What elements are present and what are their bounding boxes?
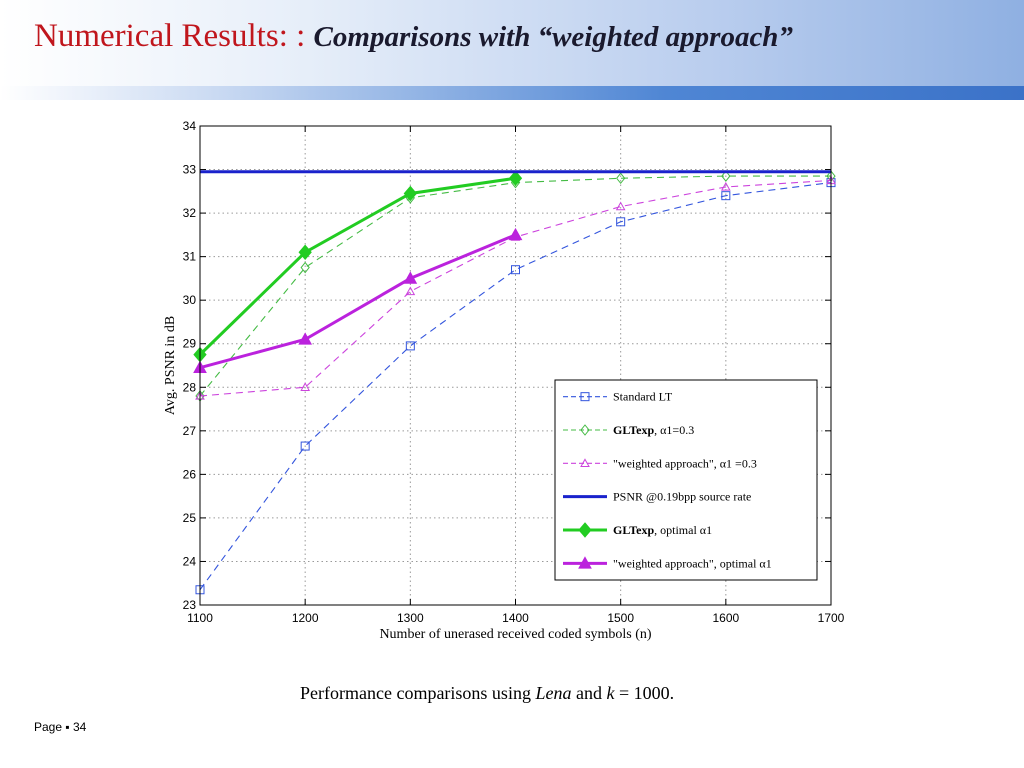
page-label: Page — [34, 720, 63, 734]
series-2-point — [300, 261, 310, 274]
y-tick-label: 34 — [183, 119, 197, 133]
caption-prefix: Performance comparisons using — [300, 683, 536, 703]
legend-label: "weighted approach", α1 =0.3 — [613, 456, 757, 470]
y-tick-label: 31 — [183, 250, 197, 264]
series-6-point — [298, 332, 313, 345]
y-tick-label: 33 — [183, 163, 197, 177]
legend-label-name: Standard LT — [613, 390, 673, 404]
x-axis-title: Number of unerased received coded symbol… — [379, 627, 651, 642]
series-1-point — [511, 265, 520, 275]
legend-box — [554, 379, 818, 581]
slide-header-stripe — [0, 86, 1024, 100]
y-tick-label: 25 — [183, 511, 197, 525]
x-tick-label: 1200 — [292, 611, 319, 625]
legend-label: GLTexp, optimal α1 — [613, 523, 712, 537]
y-tick-label: 27 — [183, 424, 197, 438]
legend-label: PSNR @0.19bpp source rate — [613, 490, 751, 504]
legend-label-name: PSNR @0.19bpp source rate — [613, 490, 751, 504]
plot-frame — [199, 125, 832, 606]
caption-math-rest: = 1000. — [614, 683, 675, 703]
x-tick-label: 1700 — [818, 611, 845, 625]
series-5-point — [298, 244, 312, 261]
y-tick-label: 30 — [183, 293, 197, 307]
slide-title-sub: Comparisons with “weighted approach” — [313, 21, 793, 53]
figure-caption: Performance comparisons using Lena and k… — [300, 683, 674, 704]
series-5-point — [508, 170, 523, 187]
page-separator: ▪ — [65, 720, 70, 734]
series-line-6 — [199, 233, 517, 370]
legend-label: Standard LT — [613, 390, 673, 404]
series-1-point — [616, 217, 626, 227]
legend-marker — [578, 556, 592, 569]
series-2-point — [616, 172, 626, 185]
caption-image-name: Lena — [535, 683, 572, 703]
chart-canvas: 1100 1200 1300 1400 1500 1600 1700 23 24 25 26 27 28… — [163, 119, 845, 642]
legend-label-name: "weighted approach", — [613, 456, 717, 470]
legend-label-suffix: , α1=0.3 — [654, 423, 694, 437]
page-number-value: 34 — [72, 720, 87, 734]
series-1-point — [300, 441, 310, 451]
psnr-line-chart: 1100 1200 1300 1400 1500 1600 1700 23 24 25 26 27 28… — [150, 110, 870, 655]
slide-title-main: Numerical Results: : — [34, 18, 314, 54]
legend-marker — [578, 522, 592, 538]
legend-label-name: "weighted approach", optimal α1 — [613, 556, 772, 570]
y-axis-title: Avg. PSNR in dB — [163, 316, 178, 415]
x-tick-label: 1500 — [607, 611, 634, 625]
series-6-point — [508, 227, 523, 241]
series-1-point — [721, 191, 731, 201]
y-tick-label: 24 — [183, 554, 197, 568]
series-line-1 — [199, 182, 832, 591]
legend-marker — [580, 424, 590, 436]
y-tick-label: 32 — [183, 206, 197, 220]
legend-label-name: GLTexp — [613, 423, 654, 437]
series-1-point — [405, 341, 415, 351]
x-tick-label: 1100 — [187, 611, 213, 625]
series-3-point — [720, 181, 731, 191]
series-3-point — [615, 201, 626, 211]
y-tick-label: 26 — [183, 467, 197, 481]
legend-marker — [580, 392, 590, 402]
legend-marker — [580, 458, 590, 468]
series-5-point — [403, 185, 417, 202]
legend-label-suffix: α1 =0.3 — [717, 456, 757, 470]
y-tick-label: 29 — [183, 337, 197, 351]
series-6-point — [403, 271, 418, 284]
y-tick-label: 23 — [183, 598, 197, 612]
legend-label: "weighted approach", optimal α1 — [613, 556, 772, 570]
slide-title: Numerical Results: : Comparisons with “w… — [34, 18, 793, 55]
series-2-point — [721, 170, 731, 182]
series-line-5 — [198, 176, 516, 356]
series-3-point — [405, 286, 416, 296]
legend-label: GLTexp, α1=0.3 — [613, 423, 694, 437]
legend-label-name: GLTexp — [613, 523, 654, 537]
x-tick-label: 1400 — [502, 611, 529, 625]
slide-header-band — [0, 0, 1024, 86]
caption-mid: and — [571, 683, 607, 703]
legend-label-suffix: , optimal α1 — [654, 523, 712, 537]
page-number: Page ▪ 34 — [34, 720, 86, 734]
x-tick-label: 1600 — [712, 611, 739, 625]
caption-math-k: k — [606, 683, 615, 703]
x-tick-label: 1300 — [397, 611, 424, 625]
series-3-point — [300, 382, 311, 391]
y-tick-label: 28 — [183, 380, 197, 394]
